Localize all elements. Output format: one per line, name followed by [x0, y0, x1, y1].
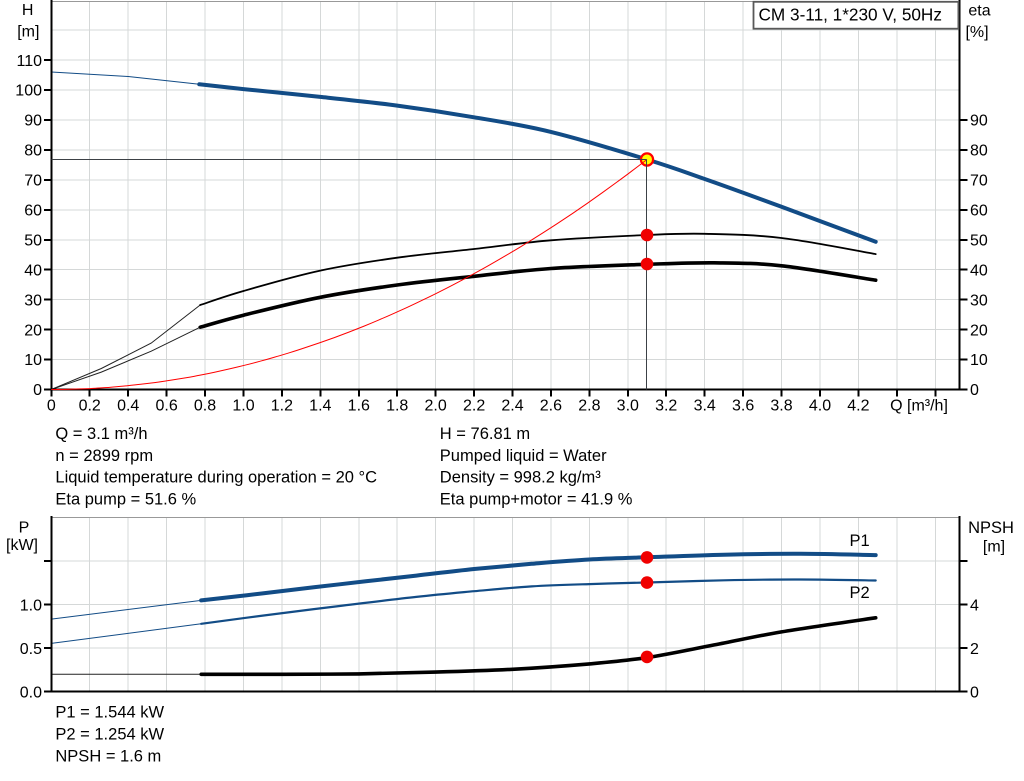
svg-text:70: 70 [970, 173, 988, 190]
svg-text:50: 50 [24, 232, 42, 249]
svg-text:H = 76.81 m: H = 76.81 m [440, 425, 530, 443]
svg-text:2.4: 2.4 [501, 398, 523, 415]
svg-text:[%]: [%] [965, 24, 988, 41]
svg-text:1.6: 1.6 [348, 398, 370, 415]
svg-text:4.0: 4.0 [809, 398, 831, 415]
svg-text:[m]: [m] [983, 539, 1005, 556]
svg-text:2: 2 [970, 641, 979, 658]
svg-text:3.2: 3.2 [655, 398, 677, 415]
svg-text:H: H [22, 2, 34, 19]
svg-text:0: 0 [33, 382, 42, 399]
svg-text:30: 30 [24, 292, 42, 309]
svg-text:80: 80 [24, 143, 42, 160]
svg-text:P1: P1 [850, 532, 870, 550]
svg-text:4.2: 4.2 [847, 398, 869, 415]
svg-text:40: 40 [970, 262, 988, 279]
svg-text:n = 2899 rpm: n = 2899 rpm [55, 447, 153, 465]
svg-text:Eta pump+motor = 41.9 %: Eta pump+motor = 41.9 % [440, 490, 633, 508]
svg-text:110: 110 [16, 53, 42, 70]
svg-text:1.8: 1.8 [386, 398, 408, 415]
svg-text:0: 0 [970, 382, 979, 399]
svg-text:60: 60 [970, 203, 988, 220]
svg-text:60: 60 [24, 203, 42, 220]
svg-text:1.0: 1.0 [20, 597, 42, 614]
svg-text:4: 4 [970, 597, 979, 614]
svg-text:NPSH: NPSH [968, 519, 1014, 537]
svg-text:3.8: 3.8 [770, 398, 792, 415]
svg-text:2.2: 2.2 [463, 398, 485, 415]
svg-text:30: 30 [970, 292, 988, 309]
svg-text:3.6: 3.6 [732, 398, 754, 415]
svg-text:P1 = 1.544 kW: P1 = 1.544 kW [55, 704, 164, 722]
svg-text:Q = 3.1 m³/h: Q = 3.1 m³/h [55, 425, 147, 443]
svg-text:0.4: 0.4 [117, 398, 139, 415]
svg-text:eta: eta [968, 2, 990, 19]
svg-text:Density = 998.2 kg/m³: Density = 998.2 kg/m³ [440, 469, 601, 487]
svg-text:2.0: 2.0 [424, 398, 446, 415]
svg-text:70: 70 [24, 173, 42, 190]
svg-text:20: 20 [24, 322, 42, 339]
svg-text:1.0: 1.0 [232, 398, 254, 415]
svg-text:1.4: 1.4 [309, 398, 331, 415]
svg-text:[m]: [m] [17, 23, 39, 40]
svg-text:2.6: 2.6 [540, 398, 562, 415]
svg-text:NPSH = 1.6 m: NPSH = 1.6 m [55, 747, 161, 765]
svg-text:0: 0 [47, 398, 56, 415]
svg-text:Pumped liquid = Water: Pumped liquid = Water [440, 447, 607, 465]
svg-text:0.2: 0.2 [79, 398, 101, 415]
svg-text:Q [m³/h]: Q [m³/h] [890, 398, 948, 415]
svg-text:50: 50 [970, 232, 988, 249]
svg-text:80: 80 [970, 143, 988, 160]
svg-text:3.4: 3.4 [694, 398, 716, 415]
svg-text:40: 40 [24, 262, 42, 279]
svg-text:90: 90 [970, 113, 988, 130]
svg-text:0: 0 [970, 684, 979, 701]
svg-text:1.2: 1.2 [271, 398, 293, 415]
svg-text:CM 3-11, 1*230 V, 50Hz: CM 3-11, 1*230 V, 50Hz [759, 4, 942, 24]
svg-text:2.8: 2.8 [578, 398, 600, 415]
svg-text:10: 10 [24, 352, 42, 369]
svg-text:10: 10 [970, 352, 988, 369]
svg-text:20: 20 [970, 322, 988, 339]
svg-text:0.5: 0.5 [20, 641, 42, 658]
svg-text:3.0: 3.0 [617, 398, 639, 415]
svg-text:[kW]: [kW] [6, 537, 38, 554]
svg-text:90: 90 [24, 113, 42, 130]
svg-text:0.6: 0.6 [155, 398, 177, 415]
svg-text:P2: P2 [850, 584, 870, 602]
svg-text:P: P [19, 519, 30, 536]
svg-text:P2 = 1.254 kW: P2 = 1.254 kW [55, 726, 164, 744]
svg-text:100: 100 [15, 83, 42, 100]
svg-text:Eta pump = 51.6 %: Eta pump = 51.6 % [55, 490, 196, 508]
svg-text:Liquid temperature during oper: Liquid temperature during operation = 20… [55, 469, 377, 487]
svg-text:0.8: 0.8 [194, 398, 216, 415]
svg-text:0.0: 0.0 [20, 684, 42, 701]
